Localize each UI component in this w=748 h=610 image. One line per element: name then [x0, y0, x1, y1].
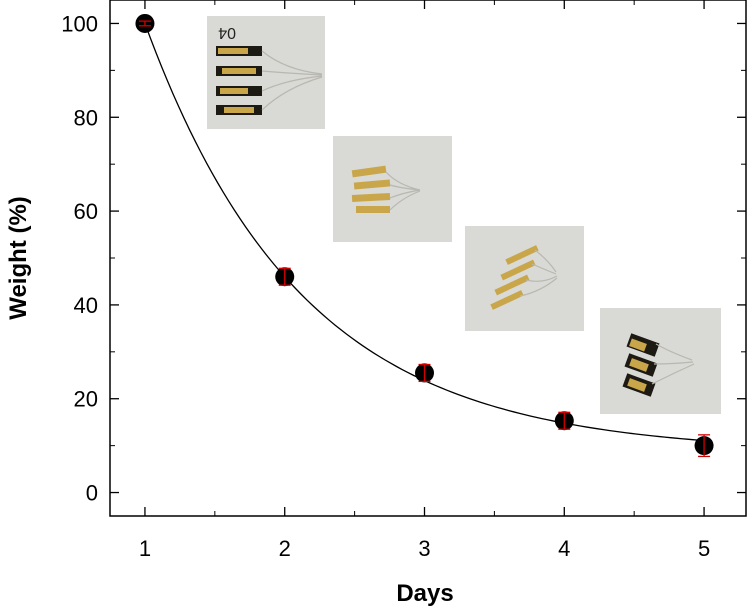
y-tick-label: 40 [74, 293, 98, 318]
x-tick-label: 2 [279, 536, 291, 561]
x-tick-label: 4 [558, 536, 570, 561]
x-axis-title: Days [396, 580, 453, 607]
tick-labels: 1 2 3 4 5 0 20 40 60 80 100 [61, 11, 710, 561]
y-tick-label: 100 [61, 11, 98, 36]
inset-photo-day-4 [600, 308, 721, 414]
plot-area [109, 0, 747, 517]
error-bars [138, 20, 711, 458]
y-tick-label: 20 [74, 387, 98, 412]
y-axis-title: Weight (%) [5, 196, 32, 320]
y-tick-label: 80 [74, 105, 98, 130]
inset-photo-day-2 [333, 136, 452, 242]
y-tick-label: 0 [86, 481, 98, 506]
inset-photo-day-1: 04 [207, 16, 325, 129]
x-tick-label: 1 [139, 536, 151, 561]
y-tick-label: 60 [74, 199, 98, 224]
inset-photo-label: 04 [218, 24, 236, 41]
inset-photo-day-3 [465, 226, 584, 331]
axis-ticks [110, 0, 746, 516]
x-tick-label: 5 [698, 536, 710, 561]
x-tick-label: 3 [418, 536, 430, 561]
